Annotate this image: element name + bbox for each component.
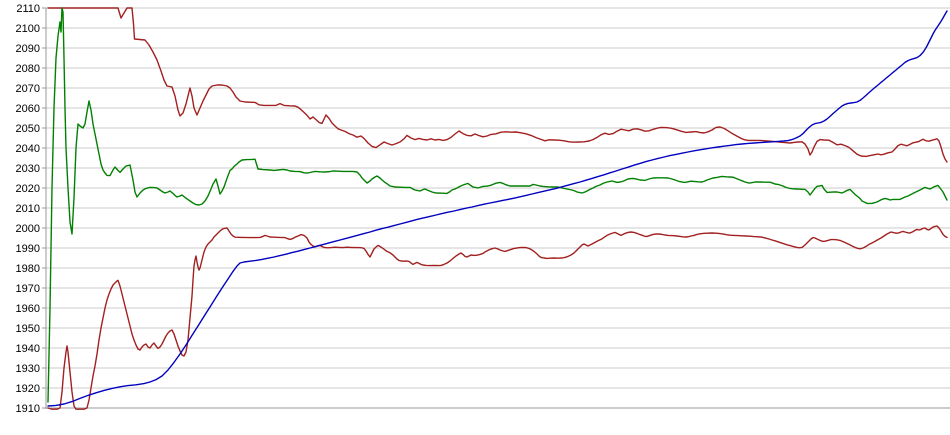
y-axis-label: 1920	[16, 383, 40, 395]
y-axis-label: 2100	[16, 23, 40, 35]
series-layer	[47, 7, 948, 410]
series-red-lower-band-line	[47, 225, 948, 410]
y-axis-label: 1990	[16, 243, 40, 255]
y-axis-label: 2040	[16, 143, 40, 155]
y-axis-labels: 2110 2100 2090 2080 2070 2060 2050 2040 2030 2020…	[16, 3, 40, 415]
y-axis-label: 1940	[16, 343, 40, 355]
series-red-upper-band-line	[47, 7, 948, 163]
axis-layer	[42, 7, 47, 409]
y-axis-label: 1950	[16, 323, 40, 335]
y-axis-label: 2050	[16, 123, 40, 135]
y-axis-label: 2020	[16, 183, 40, 195]
y-axis-label: 2080	[16, 63, 40, 75]
y-axis-label: 2010	[16, 203, 40, 215]
series-green-middle-line	[47, 7, 948, 403]
y-axis-label: 1980	[16, 263, 40, 275]
y-axis-label: 2030	[16, 163, 40, 175]
series-blue-trend-line	[47, 10, 948, 407]
y-axis-label: 1930	[16, 363, 40, 375]
gridlines-layer	[46, 7, 950, 409]
y-axis-label: 2090	[16, 43, 40, 55]
y-axis-label: 2070	[16, 83, 40, 95]
y-axis-label: 1960	[16, 303, 40, 315]
y-axis-label: 1910	[16, 403, 40, 415]
y-axis-label: 2110	[16, 3, 40, 15]
y-axis-label: 2060	[16, 103, 40, 115]
y-axis-label: 1970	[16, 283, 40, 295]
y-axis-label: 2000	[16, 223, 40, 235]
